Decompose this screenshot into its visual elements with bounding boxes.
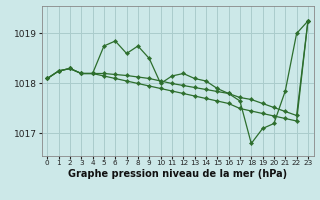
X-axis label: Graphe pression niveau de la mer (hPa): Graphe pression niveau de la mer (hPa) [68, 169, 287, 179]
